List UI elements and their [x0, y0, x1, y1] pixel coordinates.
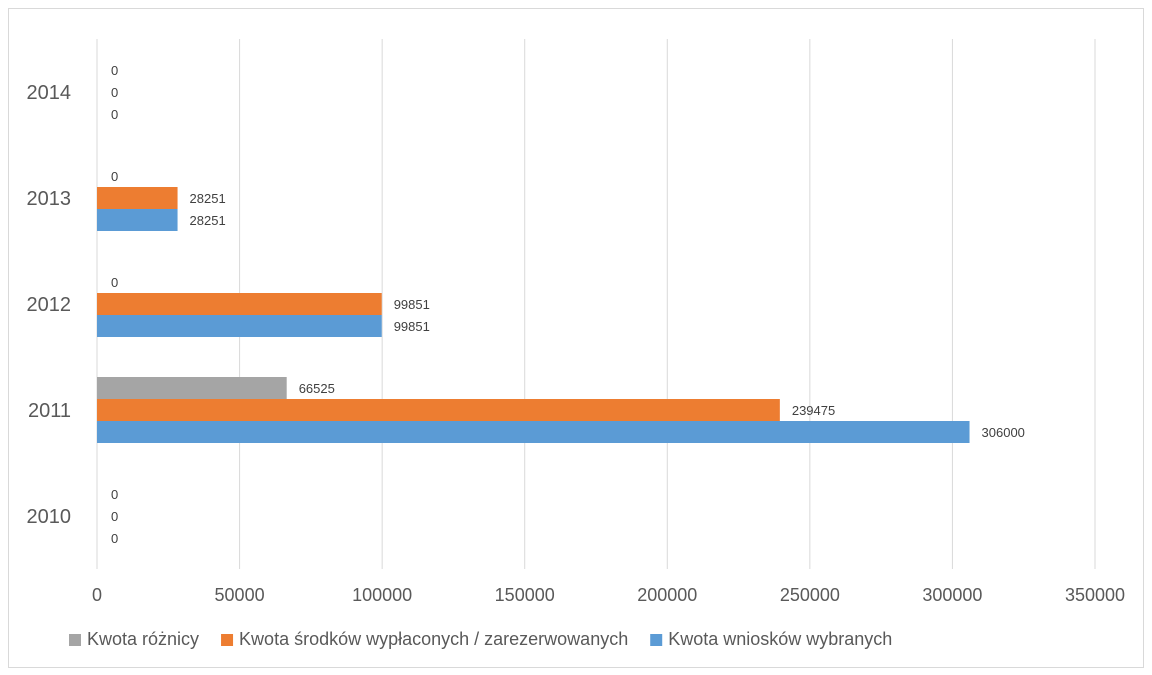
data-label-2011-series-0: 306000 — [982, 425, 1025, 440]
x-tick-label-5: 250000 — [780, 585, 840, 605]
data-label-2013-series-0: 28251 — [190, 213, 226, 228]
bar-2011-series-1 — [97, 399, 780, 421]
legend-swatch-0 — [69, 634, 81, 646]
bar-2012-series-1 — [97, 293, 382, 315]
bar-2012-series-0 — [97, 315, 382, 337]
x-tick-label-1: 50000 — [215, 585, 265, 605]
legend-swatch-1 — [221, 634, 234, 646]
legend-label-2: Kwota wniosków wybranych — [668, 629, 892, 649]
chart-frame: 0 50000 100000 150000 200000 250000 300000 3500… — [8, 8, 1144, 668]
y-category-label-2012: 2012 — [27, 294, 72, 316]
y-category-label-2014: 2014 — [27, 82, 72, 104]
data-label-2013-series-2: 0 — [111, 169, 118, 184]
bar-2011-series-0 — [97, 421, 970, 443]
x-tick-label-7: 350000 — [1065, 585, 1125, 605]
data-label-2010-series-2: 0 — [111, 487, 118, 502]
data-label-2011-series-2: 66525 — [299, 381, 335, 396]
data-label-2012-series-1: 99851 — [394, 297, 430, 312]
y-category-label-2010: 2010 — [27, 506, 72, 528]
y-category-label-2011: 2011 — [28, 400, 71, 422]
data-label-2013-series-1: 28251 — [190, 191, 226, 206]
data-label-2014-series-0: 0 — [111, 107, 118, 122]
data-label-2010-series-1: 0 — [111, 509, 118, 524]
data-label-2010-series-0: 0 — [111, 531, 118, 546]
legend-swatch-2 — [650, 634, 663, 646]
data-label-2014-series-2: 0 — [111, 63, 118, 78]
data-label-2012-series-2: 0 — [111, 275, 118, 290]
x-tick-label-6: 300000 — [922, 585, 982, 605]
x-tick-label-4: 200000 — [637, 585, 697, 605]
data-label-2014-series-1: 0 — [111, 85, 118, 100]
data-label-2011-series-1: 239475 — [792, 403, 835, 418]
x-tick-label-2: 100000 — [352, 585, 412, 605]
x-tick-label-0: 0 — [92, 585, 102, 605]
bar-2013-series-1 — [97, 187, 178, 209]
bar-chart: 0 50000 100000 150000 200000 250000 300000 3500… — [27, 39, 1125, 649]
bar-2011-series-2 — [97, 377, 287, 399]
bar-2013-series-0 — [97, 209, 178, 231]
data-label-2012-series-0: 99851 — [394, 319, 430, 334]
legend-label-0: Kwota różnicy — [87, 629, 199, 649]
x-tick-label-3: 150000 — [495, 585, 555, 605]
legend-label-1: Kwota środków wypłaconych / zarezerwowan… — [239, 629, 628, 649]
y-category-label-2013: 2013 — [27, 188, 72, 210]
